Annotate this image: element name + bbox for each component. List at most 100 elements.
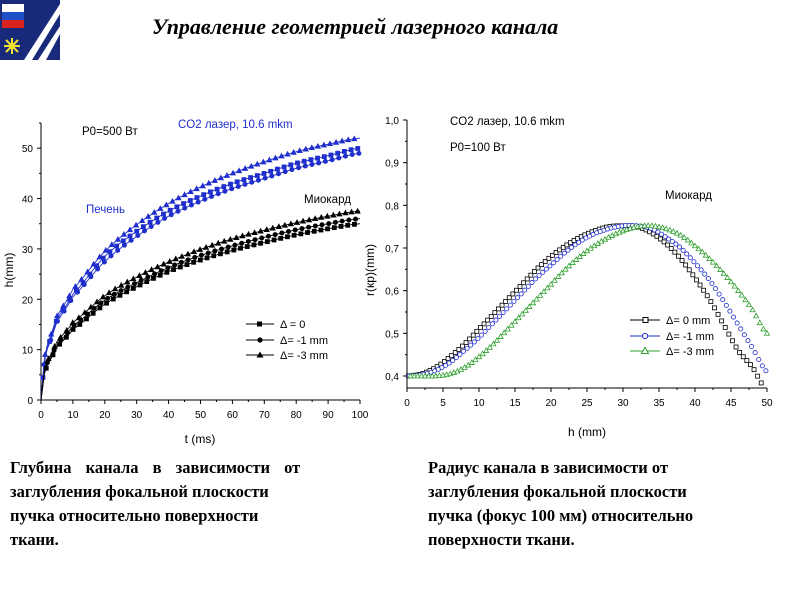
- radius-series-1-point: [758, 380, 764, 386]
- depth-series-2-point: [81, 282, 87, 288]
- radius-series-3-point: [483, 347, 490, 353]
- radius-series-1-point: [485, 317, 491, 323]
- radius-series-1-point: [560, 244, 566, 250]
- radius-series-2-point: [705, 276, 711, 282]
- depth-series-2-point: [75, 289, 81, 295]
- radius-series-1-point: [665, 242, 671, 248]
- radius-series-3-point: [497, 333, 504, 339]
- depth-series-6-point: [93, 298, 101, 305]
- depth-series-5-point: [232, 242, 238, 248]
- depth-series-4-point: [271, 237, 277, 243]
- radius-y-tick-label: 1,0: [385, 116, 399, 127]
- depth-series-1-point: [207, 189, 213, 195]
- depth-series-5-point: [353, 216, 359, 222]
- depth-series-3-point: [326, 140, 334, 147]
- depth-series-5-point: [131, 281, 137, 287]
- depth-series-5-point: [165, 265, 171, 271]
- radius-series-2-point: [752, 350, 758, 356]
- radius-series-1-point: [704, 293, 710, 299]
- depth-series-2-point: [195, 199, 201, 205]
- radius-series-2-point: [457, 351, 463, 357]
- radius-x-tick-label: 40: [689, 398, 701, 409]
- radius-chart-myocard-annotation: Миокард: [665, 190, 712, 202]
- radius-series-3-point: [533, 295, 540, 302]
- depth-series-6-point: [196, 246, 204, 252]
- depth-series-5-point: [178, 259, 184, 265]
- depth-legend-entry-3: Δ= -3 mm: [246, 350, 328, 362]
- depth-series-2-point: [262, 175, 268, 181]
- depth-series-1-point: [134, 228, 140, 234]
- radius-chart-legend: Δ= 0 mm Δ= -1 mm Δ= -3 mm: [630, 315, 714, 358]
- depth-series-3-point: [211, 177, 219, 183]
- radius-series-3-point: [493, 336, 501, 343]
- radius-series-2-point: [518, 291, 524, 297]
- depth-series-2-point: [329, 157, 335, 163]
- depth-series-5-point: [225, 244, 231, 250]
- depth-x-tick-label: 70: [259, 410, 271, 421]
- radius-series-2-point: [540, 269, 546, 275]
- depth-series-6-point: [45, 355, 52, 362]
- radius-series-2-point: [486, 325, 492, 331]
- depth-series-4-point: [90, 310, 96, 316]
- radius-series-3-point: [421, 372, 429, 379]
- radius-series-1-point: [449, 353, 455, 359]
- radius-series-3-point: [576, 253, 583, 259]
- depth-series-2-point: [255, 177, 261, 183]
- depth-y-tick-label: 0: [27, 396, 33, 407]
- depth-series-6-point: [318, 214, 325, 220]
- radius-chart: 0 5 10 15 20 25 30 35 40 45 50 0,4 0,5 0,6 0,7 0,8 0,9 1,…: [363, 116, 773, 439]
- depth-series-5-point: [152, 271, 158, 277]
- depth-series-5-point: [339, 218, 345, 224]
- radius-series-1-point: [524, 276, 530, 282]
- depth-series-1-point: [274, 166, 280, 172]
- radius-y-tick-label: 0,4: [385, 372, 399, 383]
- radius-series-3-point: [573, 256, 580, 262]
- radius-series-3: [407, 222, 771, 379]
- depth-series-5-point: [111, 291, 117, 297]
- radius-series-2-point: [731, 314, 737, 320]
- radius-series-1-point: [654, 233, 660, 239]
- radius-series-2-point: [759, 363, 765, 369]
- radius-series-2-point: [529, 280, 535, 286]
- depth-x-tick-label: 80: [291, 410, 303, 421]
- radius-series-3-point: [749, 306, 756, 313]
- depth-series-4-point: [84, 316, 89, 322]
- radius-x-tick-label: 20: [545, 398, 557, 409]
- depth-series-2-point: [188, 202, 194, 208]
- depth-series-4-point: [63, 334, 69, 340]
- depth-series-5-point: [319, 222, 325, 228]
- radius-series-3-point: [551, 277, 558, 283]
- depth-series-6-point: [245, 230, 252, 237]
- depth-series-4-point: [191, 259, 197, 265]
- radius-series-1-point: [474, 328, 480, 334]
- radius-series-1-point: [712, 305, 717, 311]
- institute-logo: [0, 0, 60, 60]
- radius-legend-label-3: Δ= -3 mm: [666, 346, 714, 358]
- depth-series-3-point: [308, 144, 316, 151]
- depth-series-6-point: [154, 263, 161, 270]
- depth-series-2-point: [282, 169, 288, 175]
- radius-series-3-point: [529, 299, 537, 306]
- depth-series-5-point: [326, 221, 332, 227]
- depth-series-4-point: [77, 322, 83, 327]
- radius-chart-x-axis-label: h (mm): [568, 425, 606, 439]
- radius-series-1-point: [697, 282, 703, 288]
- radius-series-1-point: [535, 265, 541, 271]
- radius-series-1-point: [730, 338, 735, 344]
- depth-series-3-point: [175, 194, 182, 201]
- radius-series-1-point: [676, 253, 681, 259]
- depth-series-4-point: [251, 242, 257, 248]
- depth-series-5-point: [185, 257, 191, 263]
- depth-series-2-point: [61, 308, 67, 314]
- depth-series-4-point: [325, 226, 331, 232]
- radius-series-1-point: [726, 331, 732, 337]
- radius-series-2-point: [475, 336, 481, 342]
- radius-series-1-point: [744, 358, 750, 363]
- depth-series-6-line: [40, 210, 361, 401]
- radius-series-2-point: [576, 239, 582, 245]
- depth-series-1-point: [234, 179, 240, 185]
- radius-series-2-point: [720, 297, 726, 303]
- depth-series-3-point: [229, 169, 237, 176]
- depth-series-3-point: [54, 312, 61, 319]
- depth-series-4-point: [345, 222, 351, 228]
